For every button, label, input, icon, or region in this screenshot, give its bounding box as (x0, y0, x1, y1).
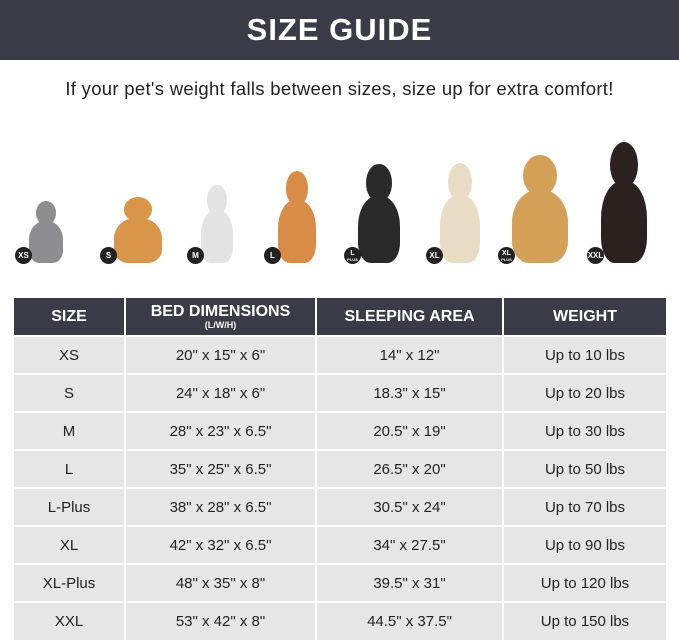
size-badge-label: XL (429, 251, 440, 260)
pet-head-shape (523, 155, 557, 197)
table-row: XXL 53" x 42" x 8" 44.5" x 37.5" Up to 150 … (14, 601, 666, 640)
pet-head-shape (448, 163, 472, 201)
pet-head-shape (123, 197, 153, 223)
size-cell: XL (14, 525, 126, 564)
header-bed-dimensions: BED DIMENSIONS (L/W/H) (125, 298, 317, 336)
bed-dimensions-cell: 48" x 35" x 8" (125, 563, 317, 602)
sleeping-area-cell: 14" x 12" (316, 335, 504, 374)
size-badge-label: XS (18, 251, 29, 260)
sleeping-area-cell: 30.5" x 24" (316, 487, 504, 526)
pet-body-shape (29, 220, 63, 263)
weight-cell: Up to 120 lbs (503, 563, 666, 602)
sleeping-area-cell: 18.3" x 15" (316, 373, 504, 412)
size-badge: XL (426, 247, 443, 264)
table-row: XL-Plus 48" x 35" x 8" 39.5" x 31" Up to 12… (14, 563, 666, 602)
doberman-image (601, 142, 647, 263)
weight-cell: Up to 50 lbs (503, 449, 666, 488)
weight-cell: Up to 150 lbs (503, 601, 666, 640)
pet-head-shape (207, 185, 227, 215)
border-collie-image (358, 164, 400, 263)
cat-image (29, 201, 63, 263)
table-header-row: SIZE BED DIMENSIONS (L/W/H) SLEEPING AREA… (14, 298, 666, 336)
weight-cell: Up to 30 lbs (503, 411, 666, 450)
pet-head-shape (366, 164, 392, 202)
table-row: XL 42" x 32" x 6.5" 34" x 27.5" Up to 90 lb… (14, 525, 666, 564)
size-badge-label: XXL (587, 251, 604, 260)
pet-body-shape (601, 180, 647, 263)
bed-dimensions-cell: 35" x 25" x 6.5" (125, 449, 317, 488)
weight-cell: Up to 70 lbs (503, 487, 666, 526)
size-badge: M (187, 247, 204, 264)
size-cell: XL-Plus (14, 563, 126, 602)
sleeping-area-cell: 20.5" x 19" (316, 411, 504, 450)
size-badge-sub: PLUS (501, 256, 512, 262)
header-size: SIZE (14, 298, 126, 336)
size-badge-label: L (350, 249, 355, 257)
weight-cell: Up to 20 lbs (503, 373, 666, 412)
size-badge: L PLUS (344, 247, 361, 264)
bed-dimensions-cell: 53" x 42" x 8" (125, 601, 317, 640)
size-badge: L (264, 247, 281, 264)
header-weight: WEIGHT (503, 298, 666, 336)
french-bulldog-image (201, 185, 233, 263)
pet-head-shape (35, 201, 57, 225)
sleeping-area-cell: 34" x 27.5" (316, 525, 504, 564)
size-cell: XS (14, 335, 126, 374)
pet-head-shape (610, 142, 638, 188)
pet-body-shape (114, 218, 162, 263)
pet-body-shape (201, 209, 233, 263)
sleeping-area-cell: 26.5" x 20" (316, 449, 504, 488)
size-cell: M (14, 411, 126, 450)
weight-cell: Up to 10 lbs (503, 335, 666, 374)
bed-dimensions-cell: 28" x 23" x 6.5" (125, 411, 317, 450)
pet-body-shape (512, 189, 568, 263)
size-badge-label: S (105, 251, 112, 260)
size-badge: XL PLUS (498, 247, 515, 264)
bed-dimensions-cell: 38" x 28" x 6.5" (125, 487, 317, 526)
size-badge-label: L (270, 251, 275, 260)
size-cell: S (14, 373, 126, 412)
bed-dimensions-cell: 24" x 18" x 6" (125, 373, 317, 412)
size-badge-sub: PLUS (347, 256, 358, 262)
size-cell: L-Plus (14, 487, 126, 526)
size-badge-label: XL (502, 249, 511, 257)
size-table: SIZE BED DIMENSIONS (L/W/H) SLEEPING AREA… (14, 298, 666, 640)
subtitle: If your pet's weight falls between sizes… (65, 78, 614, 99)
size-badge: S (100, 247, 117, 264)
table-row: XS 20" x 15" x 6" 14" x 12" Up to 10 lbs (14, 335, 666, 374)
pet-head-shape (285, 171, 309, 206)
size-badge-label: M (192, 251, 199, 260)
table-row: M 28" x 23" x 6.5" 20.5" x 19" Up to 30 lbs (14, 411, 666, 450)
header-sleeping-area: SLEEPING AREA (316, 298, 504, 336)
page-title: SIZE GUIDE (0, 0, 679, 60)
table-row: L-Plus 38" x 28" x 6.5" 30.5" x 24" Up to 7… (14, 487, 666, 526)
sleeping-area-cell: 39.5" x 31" (316, 563, 504, 602)
table-row: L 35" x 25" x 6.5" 26.5" x 20" Up to 50 lbs (14, 449, 666, 488)
sleeping-area-cell: 44.5" x 37.5" (316, 601, 504, 640)
pomeranian-image (114, 197, 162, 263)
header-bed-dimensions-sub: (L/W/H) (204, 319, 237, 330)
pet-body-shape (358, 195, 400, 263)
size-cell: L (14, 449, 126, 488)
bed-dimensions-cell: 20" x 15" x 6" (125, 335, 317, 374)
bed-dimensions-cell: 42" x 32" x 6.5" (125, 525, 317, 564)
weight-cell: Up to 90 lbs (503, 525, 666, 564)
size-badge: XS (15, 247, 32, 264)
size-badge: XXL (587, 247, 604, 264)
header-bed-dimensions-label: BED DIMENSIONS (150, 302, 291, 320)
size-cell: XXL (14, 601, 126, 640)
pet-body-shape (278, 200, 316, 263)
table-row: S 24" x 18" x 6" 18.3" x 15" Up to 20 lbs (14, 373, 666, 412)
pet-body-shape (440, 195, 480, 263)
shiba-inu-image (278, 171, 316, 263)
golden-retriever-image (512, 155, 568, 263)
labrador-image (440, 163, 480, 263)
